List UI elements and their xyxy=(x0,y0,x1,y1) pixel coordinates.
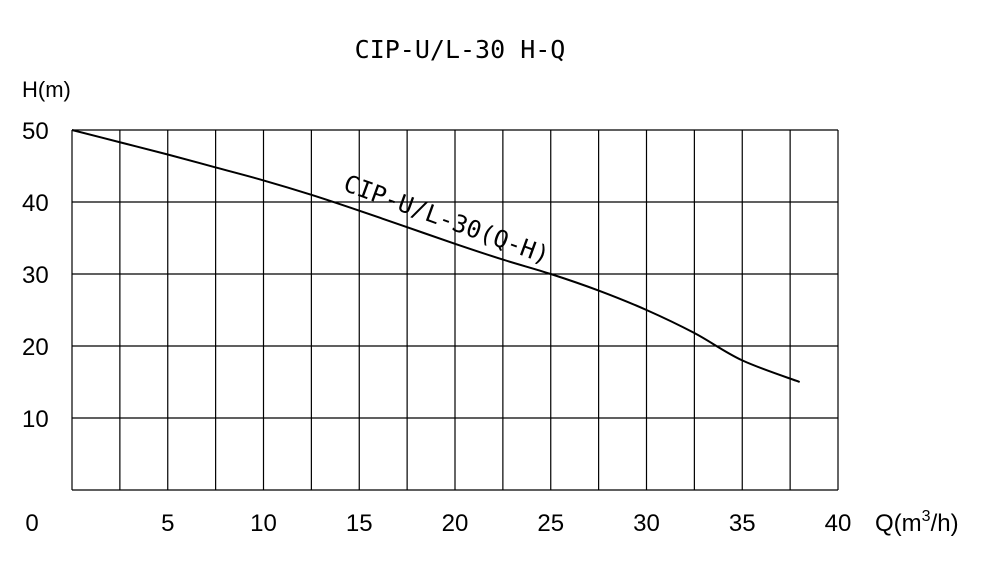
y-axis-label: H(m) xyxy=(22,77,71,102)
y-tick-label: 50 xyxy=(22,118,49,145)
curve-layer: CIP-U/L-30(Q-H) xyxy=(71,129,801,383)
y-tick-label: 30 xyxy=(22,262,49,289)
x-tick-label: 40 xyxy=(825,510,852,537)
x-tick-label: 5 xyxy=(161,510,174,537)
x-tick-label: 10 xyxy=(250,510,277,537)
y-tick-label: 10 xyxy=(22,406,49,433)
x-axis-label-suffix: /h) xyxy=(931,510,959,537)
x-axis-label-prefix: Q(m xyxy=(875,510,922,537)
x-tick-label: 15 xyxy=(346,510,373,537)
y-tick-labels: 10 20 30 40 50 xyxy=(22,118,49,433)
curve-label: CIP-U/L-30(Q-H) xyxy=(340,169,553,269)
y-tick-label: 40 xyxy=(22,190,49,217)
y-tick-label: 20 xyxy=(22,334,49,361)
x-tick-label: 0 xyxy=(25,510,38,537)
x-tick-labels: 0 5 10 15 20 25 30 35 40 xyxy=(25,510,851,537)
x-tick-label: 20 xyxy=(442,510,469,537)
x-tick-label: 25 xyxy=(537,510,564,537)
x-tick-label: 35 xyxy=(729,510,756,537)
x-axis-label: Q(m3/h) xyxy=(875,508,959,537)
grid xyxy=(71,129,839,491)
x-tick-label: 30 xyxy=(633,510,660,537)
x-axis-label-sup: 3 xyxy=(922,508,931,525)
hq-curve xyxy=(71,129,801,383)
chart-title: CIP-U/L-30 H-Q xyxy=(355,35,566,64)
